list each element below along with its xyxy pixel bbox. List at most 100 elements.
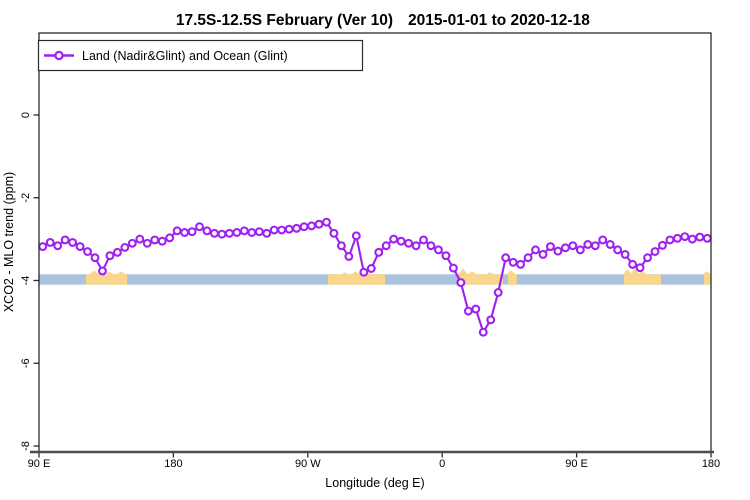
legend-marker-icon — [54, 50, 64, 61]
land-peak — [89, 270, 100, 275]
data-point — [396, 236, 406, 246]
data-point — [389, 234, 399, 244]
data-point — [598, 235, 608, 245]
data-point — [680, 232, 690, 242]
x-tick-label: 0 — [439, 458, 445, 470]
data-point — [45, 237, 55, 247]
y-tick-label: -6 — [20, 358, 32, 368]
data-point — [142, 238, 152, 248]
legend-box — [37, 39, 364, 72]
data-point — [277, 225, 287, 235]
data-point — [523, 253, 533, 263]
data-point — [224, 228, 234, 238]
data-point — [344, 252, 354, 261]
data-point — [471, 304, 481, 314]
x-tick-label: 90 E — [28, 458, 51, 470]
data-point — [112, 247, 122, 257]
data-point — [583, 240, 593, 249]
legend-label: Land (Nadir&Glint) and Ocean (Glint) — [82, 49, 288, 63]
land-patch — [507, 274, 517, 285]
x-tick-label: 90 W — [295, 458, 321, 470]
data-point — [135, 234, 145, 244]
data-point — [434, 245, 443, 255]
y-tick-label: 0 — [20, 112, 32, 118]
data-point — [620, 249, 630, 259]
data-point — [351, 231, 361, 241]
axes: 90 E 180 90 W 0 90 E 180 0 -2 -4 -6 -8 — [20, 112, 720, 470]
trend-series — [38, 217, 712, 337]
land-patch — [327, 274, 386, 285]
data-point — [120, 242, 130, 252]
data-point — [702, 233, 712, 243]
x-tick-label: 180 — [164, 458, 182, 470]
land-peak — [622, 269, 633, 275]
data-point — [187, 227, 197, 237]
data-point — [538, 249, 548, 259]
data-point — [247, 228, 257, 237]
data-point — [292, 223, 302, 233]
land-peak — [629, 268, 640, 275]
data-point — [127, 238, 137, 248]
data-point — [202, 226, 212, 236]
data-point — [53, 241, 63, 251]
data-point — [90, 253, 100, 263]
data-point — [239, 226, 249, 236]
data-point — [426, 241, 436, 251]
data-point — [501, 253, 511, 263]
data-point — [441, 251, 451, 261]
y-tick-label: -8 — [20, 441, 32, 451]
data-point — [665, 235, 675, 245]
chart-title-range: 17.5S-12.5S February (Ver 10) — [176, 12, 393, 29]
data-point — [262, 228, 272, 238]
land-peak — [340, 272, 351, 275]
data-point — [605, 240, 615, 249]
data-point — [374, 247, 384, 257]
data-point — [68, 237, 78, 247]
data-point — [546, 242, 555, 252]
data-point — [560, 243, 570, 253]
data-point — [60, 235, 70, 245]
data-point — [314, 219, 324, 229]
data-point — [172, 226, 182, 236]
land-patch — [703, 274, 711, 285]
x-tick-label: 180 — [702, 458, 720, 470]
data-point — [299, 222, 309, 232]
data-point — [329, 228, 339, 238]
data-point — [448, 263, 458, 273]
data-point — [217, 229, 227, 239]
data-point — [568, 241, 578, 251]
land-peak — [505, 270, 516, 275]
data-point — [269, 225, 279, 235]
data-point — [478, 327, 488, 337]
data-point — [687, 234, 697, 244]
data-point — [628, 259, 638, 269]
x-axis-title: Longitude (deg E) — [325, 476, 424, 490]
land-peak — [350, 271, 361, 275]
data-point — [98, 266, 107, 276]
data-point — [695, 232, 705, 242]
y-tick-label: -4 — [20, 276, 32, 286]
data-point — [486, 315, 496, 325]
data-point — [658, 240, 667, 250]
x-tick-label: 90 E — [565, 458, 588, 470]
data-point — [650, 247, 660, 256]
legend: Land (Nadir&Glint) and Ocean (Glint) — [37, 39, 364, 72]
data-point — [322, 217, 331, 227]
land-peak — [104, 271, 115, 275]
data-point — [643, 253, 652, 263]
data-point — [553, 246, 563, 256]
data-point — [419, 235, 428, 245]
data-point — [508, 257, 518, 267]
data-point — [381, 241, 391, 251]
data-point — [195, 222, 204, 232]
data-point — [463, 306, 473, 316]
land-peak — [701, 271, 712, 275]
data-point — [359, 267, 369, 277]
chart-title-dates: 2015-01-01 to 2020-12-18 — [408, 12, 590, 29]
data-point — [284, 224, 294, 234]
data-point — [404, 238, 414, 248]
land-patch — [459, 274, 503, 285]
data-point — [105, 251, 115, 261]
data-point — [590, 241, 600, 251]
